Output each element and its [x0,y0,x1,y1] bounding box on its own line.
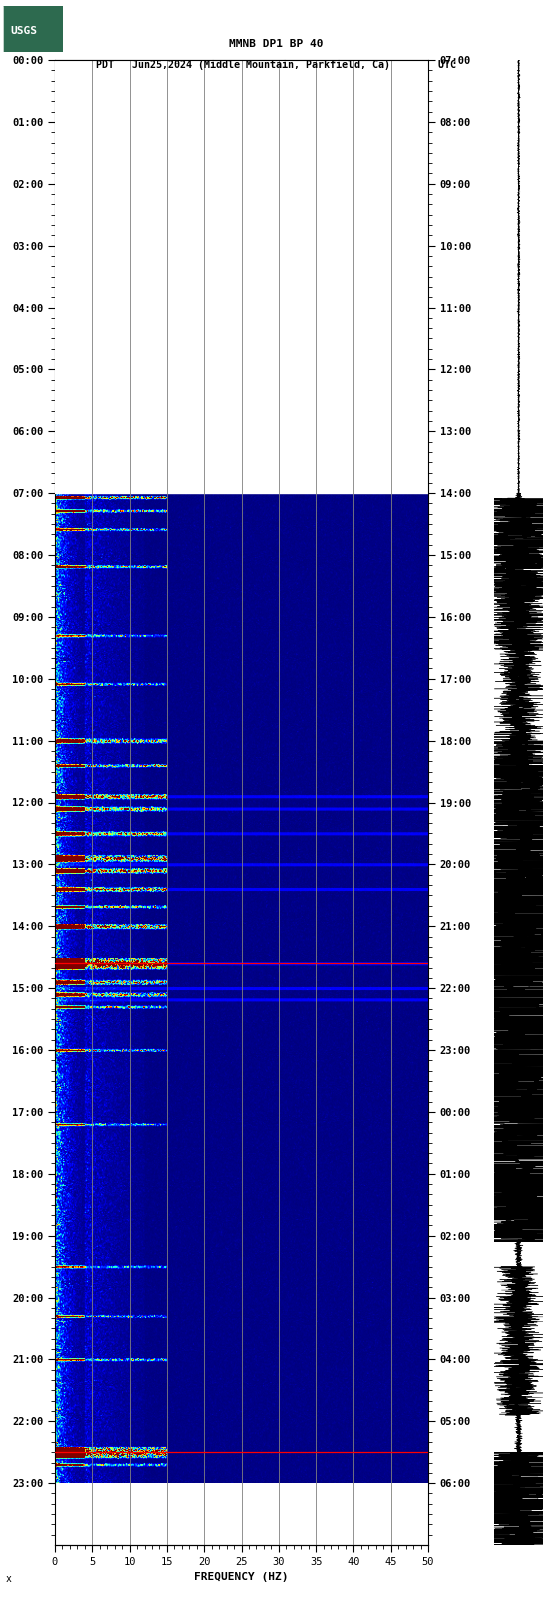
Text: PDT   Jun25,2024 (Middle Mountain, Parkfield, Ca)        UTC: PDT Jun25,2024 (Middle Mountain, Parkfie… [96,60,456,69]
Text: USGS: USGS [10,26,37,35]
Text: x: x [6,1574,12,1584]
X-axis label: FREQUENCY (HZ): FREQUENCY (HZ) [194,1573,289,1582]
Text: MMNB DP1 BP 40: MMNB DP1 BP 40 [229,39,323,48]
FancyBboxPatch shape [3,6,63,52]
